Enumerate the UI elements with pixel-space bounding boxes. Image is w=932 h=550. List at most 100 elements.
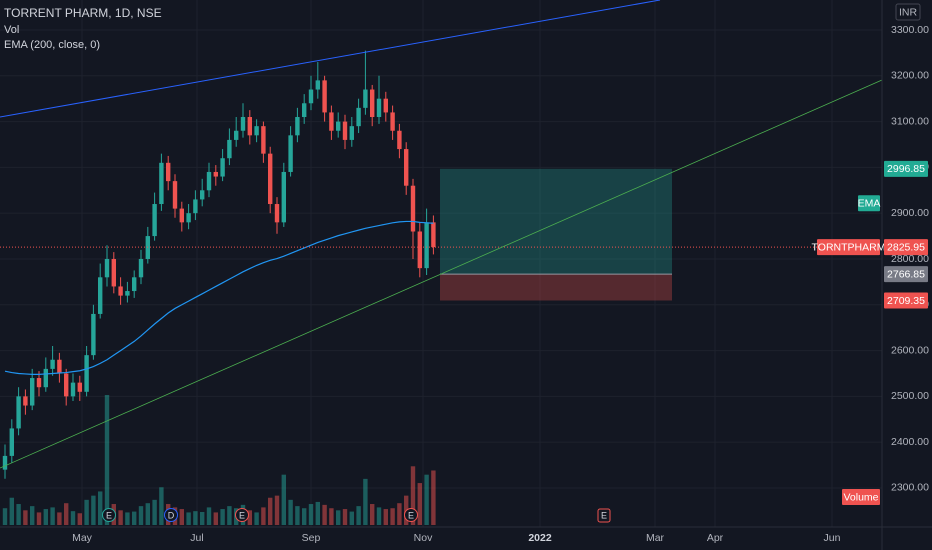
volume-bar — [43, 509, 48, 525]
candle-body — [23, 396, 28, 406]
candle-body — [77, 382, 82, 392]
symbol-label: TORNTPHARM — [812, 241, 886, 253]
volume-bar — [23, 510, 28, 525]
volume-bar — [295, 506, 300, 525]
candle-body — [118, 286, 123, 296]
volume-bar — [274, 495, 280, 525]
candle-body — [390, 112, 395, 131]
volume-bar — [179, 509, 184, 525]
trend-line-lower — [0, 79, 883, 469]
volume-bar — [30, 506, 35, 525]
volume-bar — [206, 507, 212, 525]
event-icon — [235, 508, 249, 522]
candle-body — [281, 171, 286, 223]
candle-body — [376, 98, 382, 118]
event-label[interactable]: E — [106, 510, 112, 520]
candle-body — [268, 153, 273, 205]
x-tick-label: Mar — [646, 532, 665, 544]
volume-bar — [16, 504, 21, 525]
event-label[interactable]: D — [168, 510, 175, 520]
candle-body — [404, 149, 409, 186]
candle-body — [30, 378, 35, 406]
last-price-label: 2825.95 — [887, 241, 925, 253]
candle-body — [104, 258, 110, 278]
entry-label-bg — [884, 266, 928, 283]
candle-body — [213, 171, 218, 177]
volume-bar — [424, 474, 429, 525]
volume-bar — [57, 512, 62, 525]
volume-bar — [77, 513, 82, 525]
currency[interactable]: INR — [899, 6, 918, 18]
x-tick-label: Jul — [190, 532, 203, 544]
candle-body — [424, 222, 429, 269]
candle-body — [206, 171, 212, 191]
event-icon — [102, 508, 116, 522]
volume-bar — [336, 510, 341, 525]
y-tick-label: 3100.00 — [891, 115, 929, 127]
candle-body — [138, 258, 144, 278]
loss-zone — [440, 274, 672, 301]
x-tick-label: Sep — [302, 532, 321, 544]
event-label[interactable]: E — [239, 510, 245, 520]
volume-bar — [342, 509, 348, 525]
candle-body — [9, 428, 14, 456]
volume-bar — [145, 503, 150, 525]
candle-body — [302, 103, 307, 118]
event-icon — [597, 508, 611, 523]
ema-line — [4, 220, 434, 375]
volume-bar — [302, 508, 307, 525]
candle-body — [186, 213, 191, 223]
candle-body — [159, 162, 164, 205]
x-tick-label: Apr — [707, 532, 724, 544]
x-tick-label: May — [72, 532, 93, 544]
candle-body — [36, 378, 42, 388]
candle-body — [166, 162, 171, 182]
volume-bar — [363, 478, 368, 525]
candle-body — [315, 80, 320, 90]
event-label[interactable]: E — [601, 510, 607, 520]
legend-item: Vol — [4, 24, 19, 36]
candle-body — [16, 396, 21, 429]
candle-body — [220, 158, 225, 177]
volume-bar — [308, 504, 314, 525]
event-label[interactable]: E — [408, 510, 414, 520]
x-tick-label: Nov — [414, 532, 433, 544]
stop-label-bg — [884, 292, 928, 309]
volume-bar — [431, 470, 436, 525]
candle-body — [57, 359, 62, 374]
y-tick-label: 2300.00 — [891, 482, 929, 494]
volume-bar — [70, 511, 76, 525]
volume-bar — [193, 511, 198, 525]
volume-bar — [152, 499, 157, 525]
volume-bar — [227, 506, 232, 525]
volume-bar — [50, 507, 55, 525]
trend-line-upper — [0, 0, 661, 118]
y-tick-label: 2900.00 — [891, 207, 929, 219]
candle-body — [152, 204, 157, 237]
volume-bar — [329, 508, 334, 525]
candle-body — [417, 231, 422, 269]
currency-box[interactable] — [895, 3, 921, 21]
target-label-bg — [884, 160, 928, 177]
candle-body — [2, 455, 8, 470]
volume-bar — [91, 495, 96, 525]
volume-bar — [220, 509, 225, 525]
candle-body — [234, 130, 239, 140]
volume-bar — [410, 466, 416, 525]
y-tick-label: 3300.00 — [891, 24, 929, 36]
ema-label: EMA — [858, 198, 881, 210]
legend-item: EMA (200, close, 0) — [4, 39, 100, 51]
profit-zone — [440, 168, 672, 275]
volume-bar — [356, 506, 361, 525]
volume-bar — [213, 512, 218, 525]
event-icon — [164, 508, 178, 522]
candle-body — [322, 80, 327, 113]
candle-body — [193, 199, 198, 214]
candle-body — [254, 126, 259, 136]
candle-body — [431, 222, 436, 248]
y-tick-label: 2500.00 — [891, 390, 929, 402]
volume-bar — [138, 506, 144, 525]
volume-bar — [98, 491, 103, 525]
